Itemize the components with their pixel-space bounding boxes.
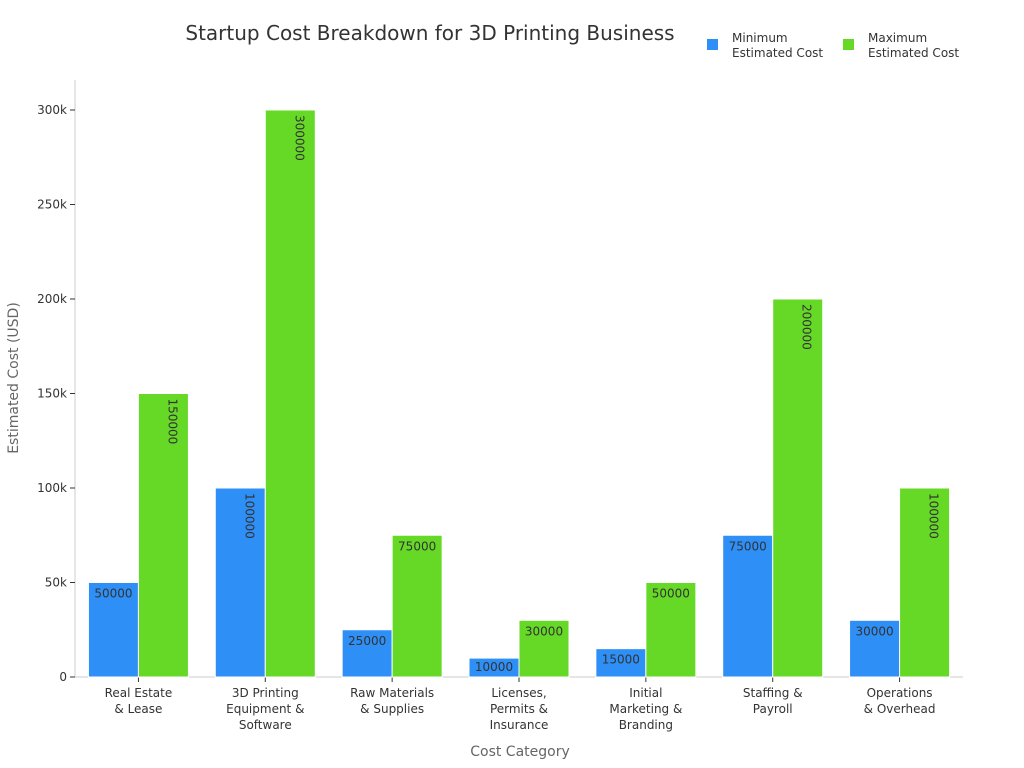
x-axis-label: Cost Category xyxy=(470,744,570,760)
y-tick-label: 200k xyxy=(37,292,67,306)
legend-label: Maximum Estimated Cost xyxy=(868,31,959,60)
legend-label: Minimum Estimated Cost xyxy=(732,31,823,60)
y-tick-label: 300k xyxy=(37,103,67,117)
bar xyxy=(849,619,901,678)
y-axis-label: Estimated Cost (USD) xyxy=(6,302,22,454)
legend-swatch xyxy=(707,39,718,50)
y-tick-label: 100k xyxy=(37,481,67,495)
bar xyxy=(264,109,316,678)
y-tick-label: 250k xyxy=(37,198,67,212)
bar xyxy=(518,619,570,678)
data-label: 100000 xyxy=(927,493,941,539)
y-tick-label: 150k xyxy=(37,387,67,401)
x-tick-label: Licenses, Permits & Insurance xyxy=(490,686,549,732)
bar xyxy=(341,629,393,678)
data-label: 30000 xyxy=(525,624,563,638)
data-label: 75000 xyxy=(729,539,767,553)
chart-title: Startup Cost Breakdown for 3D Printing B… xyxy=(185,21,674,45)
data-label: 150000 xyxy=(165,399,179,445)
bar xyxy=(391,534,443,678)
x-tick-label: Real Estate & Lease xyxy=(105,686,173,716)
y-tick-label: 50k xyxy=(45,576,67,590)
y-tick-label: 0 xyxy=(59,670,67,684)
data-label: 15000 xyxy=(602,653,640,667)
data-label: 25000 xyxy=(348,634,386,648)
bar xyxy=(595,648,647,678)
data-label: 50000 xyxy=(94,587,132,601)
bar xyxy=(899,487,951,678)
data-label: 100000 xyxy=(242,493,256,539)
data-label: 200000 xyxy=(800,304,814,350)
x-tick-label: Staffing & Payroll xyxy=(743,686,803,716)
data-label: 75000 xyxy=(398,539,436,553)
bar xyxy=(772,298,824,678)
x-tick-label: Raw Materials & Supplies xyxy=(350,686,434,716)
axes: 0 50k 100k 150k 200k 250k 300k Real Estate & Lea… xyxy=(37,80,963,732)
data-label: 30000 xyxy=(855,624,893,638)
data-label: 10000 xyxy=(475,660,513,674)
bar xyxy=(722,534,774,678)
bars: 50000 150000 100000 300000 25000 75000 10000 30… xyxy=(87,109,951,678)
bar xyxy=(87,582,139,678)
bar xyxy=(645,582,697,678)
legend-swatch xyxy=(843,39,854,50)
x-tick-label: 3D Printing Equipment & Software xyxy=(226,686,304,732)
legend: Minimum Estimated Cost Maximum Estimated Co… xyxy=(707,31,959,60)
data-label: 50000 xyxy=(652,587,690,601)
x-tick-label: Operations & Overhead xyxy=(864,686,936,716)
bar xyxy=(214,487,266,678)
bar xyxy=(137,393,189,678)
x-tick-label: Initial Marketing & Branding xyxy=(609,686,682,732)
data-label: 300000 xyxy=(292,115,306,161)
